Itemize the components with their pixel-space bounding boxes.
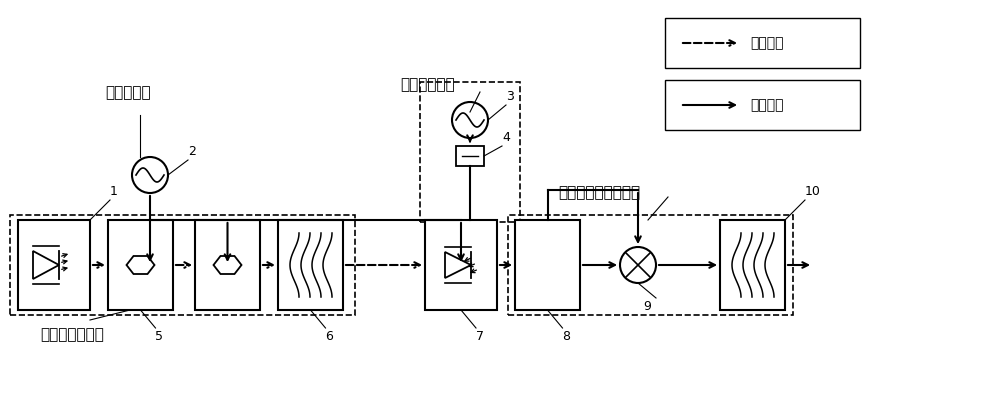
Bar [665, 80, 860, 130]
Text: 10: 10 [805, 185, 821, 198]
Text: 3: 3 [506, 90, 514, 103]
Bar [665, 18, 860, 68]
Text: 待分频信号: 待分频信号 [105, 85, 151, 100]
Text: 微波链路: 微波链路 [750, 98, 784, 112]
Text: 4: 4 [502, 131, 510, 144]
Bar [195, 220, 260, 310]
Text: 5: 5 [156, 330, 164, 343]
Bar [18, 220, 90, 310]
Text: 光纤链路: 光纤链路 [750, 36, 784, 50]
Bar [10, 215, 355, 315]
Text: 辅助微波模块: 辅助微波模块 [400, 77, 455, 92]
Bar [508, 215, 793, 315]
Bar [425, 220, 497, 310]
Bar [515, 220, 580, 310]
Text: 6: 6 [326, 330, 333, 343]
Text: 2: 2 [188, 145, 196, 158]
Text: 7: 7 [476, 330, 484, 343]
Text: 电域分频及混频模块: 电域分频及混频模块 [558, 185, 640, 200]
Text: 9: 9 [643, 300, 651, 313]
Text: 光域下变频模块: 光域下变频模块 [40, 327, 104, 342]
Bar [720, 220, 785, 310]
Text: 1: 1 [110, 185, 118, 198]
Text: 8: 8 [562, 330, 570, 343]
Bar [278, 220, 343, 310]
Bar [456, 146, 484, 166]
Bar [420, 82, 520, 222]
Bar [108, 220, 173, 310]
